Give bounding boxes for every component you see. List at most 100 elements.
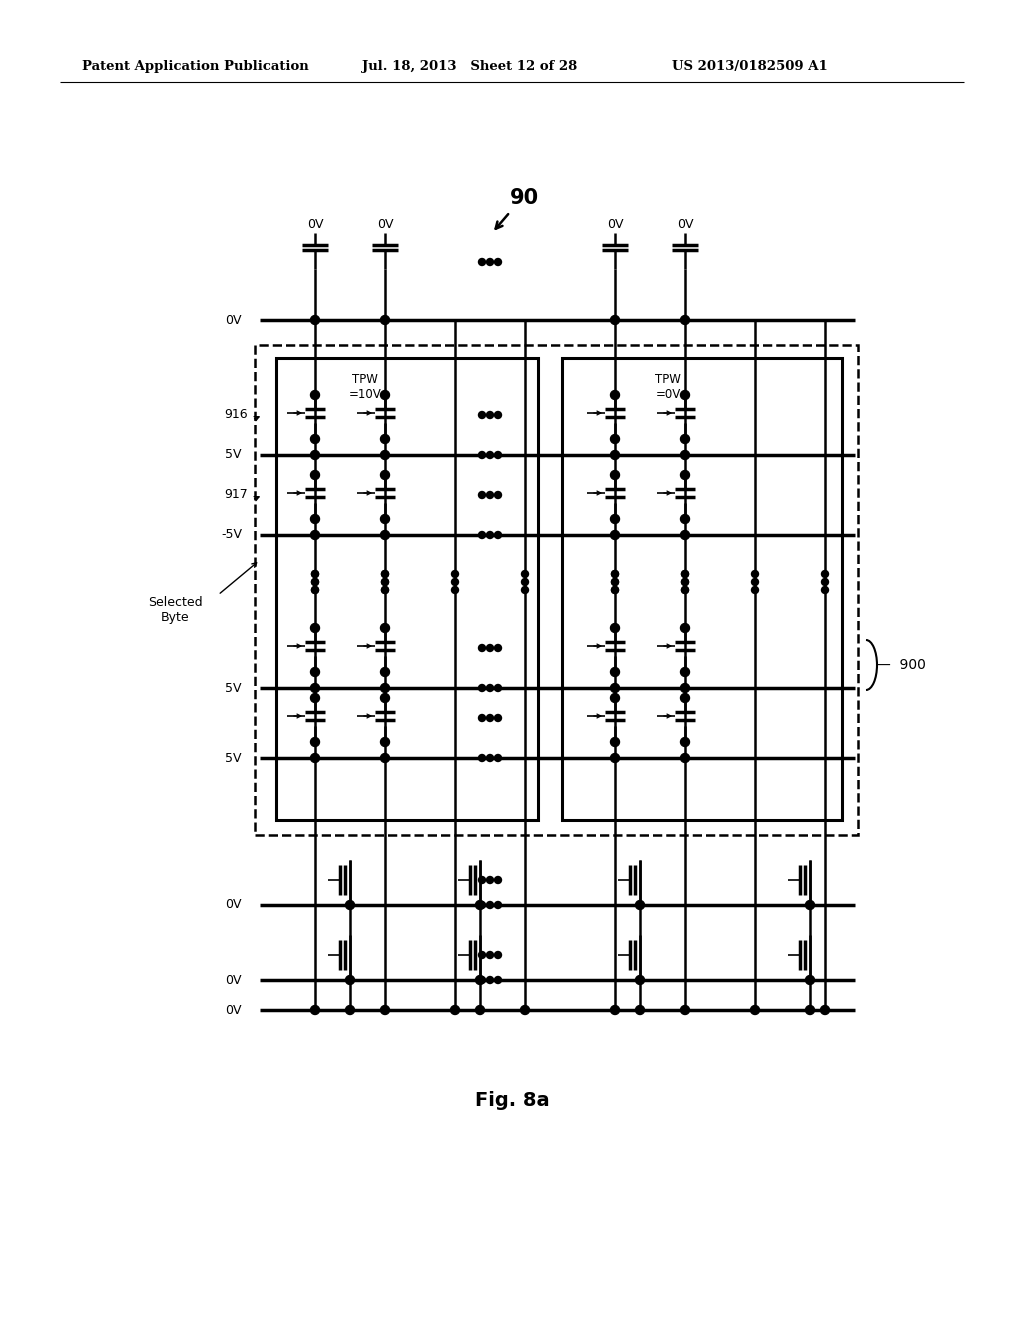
Circle shape	[611, 586, 618, 594]
Circle shape	[311, 570, 318, 578]
Circle shape	[486, 412, 494, 418]
Circle shape	[636, 975, 644, 985]
Circle shape	[681, 515, 689, 524]
Circle shape	[495, 532, 502, 539]
Text: 90: 90	[510, 187, 539, 209]
Circle shape	[681, 434, 689, 444]
Circle shape	[311, 586, 318, 594]
Circle shape	[478, 685, 485, 692]
Circle shape	[610, 738, 620, 747]
Bar	[255, 345, 858, 836]
Circle shape	[478, 952, 485, 958]
Circle shape	[752, 570, 759, 578]
Circle shape	[681, 450, 689, 459]
Circle shape	[382, 570, 388, 578]
Circle shape	[310, 668, 319, 676]
Circle shape	[521, 578, 528, 586]
Circle shape	[495, 685, 502, 692]
Circle shape	[310, 738, 319, 747]
Circle shape	[610, 470, 620, 479]
Circle shape	[521, 586, 528, 594]
Circle shape	[382, 586, 388, 594]
Text: Patent Application Publication: Patent Application Publication	[82, 59, 309, 73]
Circle shape	[452, 570, 459, 578]
Text: 5V: 5V	[225, 681, 242, 694]
Circle shape	[611, 570, 618, 578]
Circle shape	[495, 755, 502, 762]
Circle shape	[486, 451, 494, 458]
Circle shape	[821, 586, 828, 594]
Text: —  900: — 900	[877, 657, 926, 672]
Circle shape	[806, 975, 814, 985]
Circle shape	[345, 900, 354, 909]
Circle shape	[478, 532, 485, 539]
Circle shape	[495, 412, 502, 418]
Circle shape	[486, 532, 494, 539]
Circle shape	[821, 570, 828, 578]
Circle shape	[311, 586, 318, 594]
Circle shape	[381, 434, 389, 444]
Circle shape	[751, 1006, 760, 1015]
Circle shape	[486, 491, 494, 499]
Bar	[276, 358, 538, 820]
Circle shape	[520, 1006, 529, 1015]
Circle shape	[486, 977, 494, 983]
Text: US 2013/0182509 A1: US 2013/0182509 A1	[672, 59, 827, 73]
Circle shape	[495, 451, 502, 458]
Circle shape	[610, 693, 620, 702]
Circle shape	[310, 470, 319, 479]
Circle shape	[611, 578, 618, 586]
Circle shape	[311, 578, 318, 586]
Circle shape	[486, 644, 494, 652]
Circle shape	[636, 1006, 644, 1015]
Text: Selected
Byte: Selected Byte	[147, 597, 203, 624]
Circle shape	[478, 451, 485, 458]
Text: Fig. 8a: Fig. 8a	[475, 1090, 549, 1110]
Circle shape	[478, 977, 485, 983]
Bar	[562, 358, 842, 820]
Circle shape	[310, 515, 319, 524]
Text: TPW
=10V: TPW =10V	[348, 374, 381, 401]
Circle shape	[310, 531, 319, 540]
Circle shape	[681, 754, 689, 763]
Circle shape	[310, 754, 319, 763]
Circle shape	[495, 491, 502, 499]
Circle shape	[610, 1006, 620, 1015]
Text: TPW
=0V: TPW =0V	[655, 374, 681, 401]
Circle shape	[682, 570, 688, 578]
Circle shape	[486, 259, 494, 265]
Circle shape	[610, 754, 620, 763]
Circle shape	[475, 975, 484, 985]
Text: -5V: -5V	[221, 528, 242, 541]
Circle shape	[381, 693, 389, 702]
Circle shape	[381, 531, 389, 540]
Circle shape	[610, 623, 620, 632]
Circle shape	[478, 755, 485, 762]
Text: 5V: 5V	[225, 449, 242, 462]
Text: 0V: 0V	[225, 974, 242, 986]
Circle shape	[682, 586, 688, 594]
Circle shape	[478, 644, 485, 652]
Circle shape	[681, 1006, 689, 1015]
Circle shape	[382, 578, 388, 586]
Text: Jul. 18, 2013   Sheet 12 of 28: Jul. 18, 2013 Sheet 12 of 28	[362, 59, 578, 73]
Circle shape	[478, 902, 485, 908]
Text: 0V: 0V	[677, 219, 693, 231]
Circle shape	[636, 900, 644, 909]
Text: 917: 917	[224, 488, 248, 502]
Circle shape	[310, 693, 319, 702]
Circle shape	[381, 315, 389, 325]
Circle shape	[475, 1006, 484, 1015]
Circle shape	[821, 578, 828, 586]
Circle shape	[478, 714, 485, 722]
Circle shape	[478, 876, 485, 883]
Circle shape	[521, 570, 528, 578]
Circle shape	[495, 259, 502, 265]
Circle shape	[752, 586, 759, 594]
Circle shape	[495, 902, 502, 908]
Circle shape	[806, 1006, 814, 1015]
Circle shape	[681, 391, 689, 400]
Text: 0V: 0V	[307, 219, 324, 231]
Circle shape	[310, 684, 319, 693]
Circle shape	[452, 578, 459, 586]
